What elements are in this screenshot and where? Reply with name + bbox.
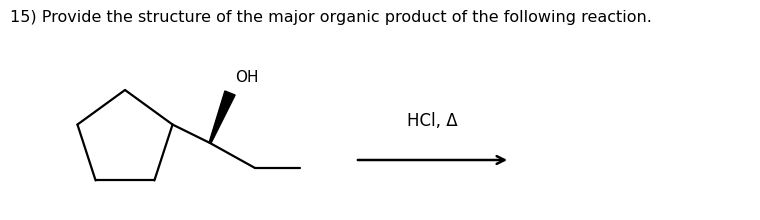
Text: OH: OH: [235, 70, 258, 85]
Polygon shape: [209, 91, 235, 143]
Text: 15) Provide the structure of the major organic product of the following reaction: 15) Provide the structure of the major o…: [10, 10, 652, 25]
Text: HCl, Δ: HCl, Δ: [407, 112, 458, 130]
